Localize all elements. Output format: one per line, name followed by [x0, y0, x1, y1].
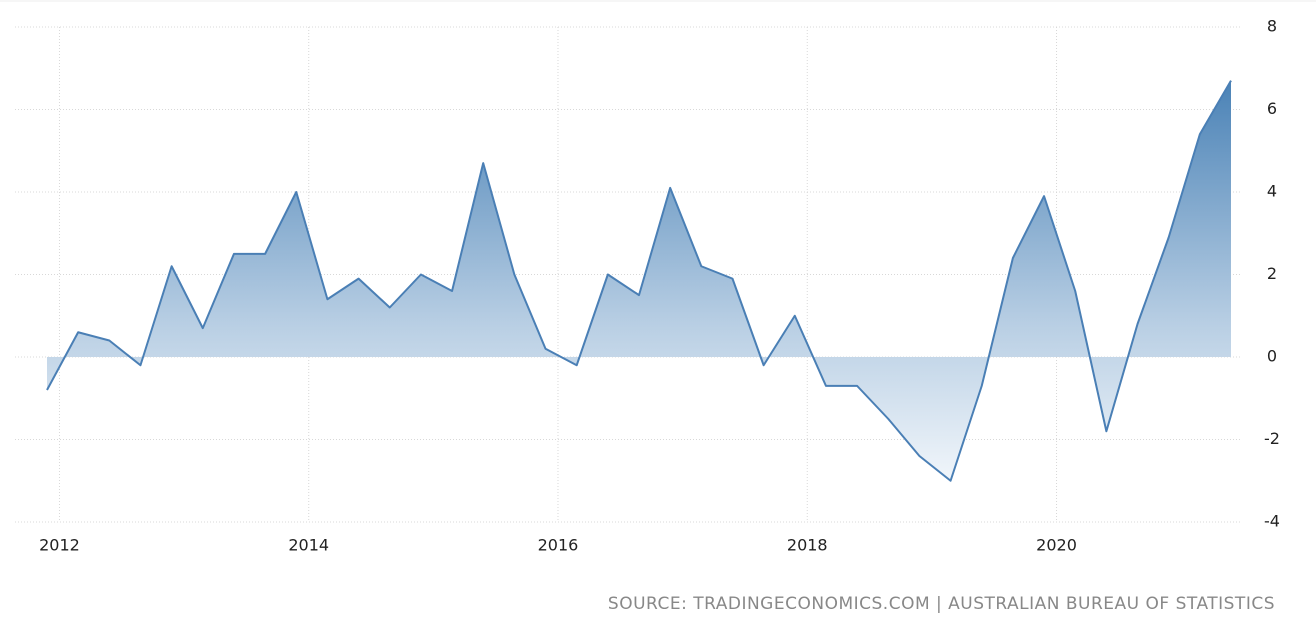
source-note: SOURCE: TRADINGECONOMICS.COM | AUSTRALIA…: [608, 594, 1275, 614]
x-tick-label: 2018: [787, 536, 828, 555]
y-tick-label: 4: [1267, 182, 1277, 201]
y-tick-label: -2: [1264, 429, 1280, 448]
y-tick-label: 8: [1267, 17, 1277, 36]
x-tick-label: 2012: [39, 536, 80, 555]
y-tick-label: 6: [1267, 99, 1277, 118]
x-tick-label: 2020: [1036, 536, 1077, 555]
line: [46, 80, 1232, 482]
y-tick-label: 2: [1267, 264, 1277, 283]
y-tick-label: -4: [1264, 512, 1280, 531]
x-tick-label: 2014: [288, 536, 329, 555]
area-fill: [47, 80, 1231, 481]
y-tick-label: 0: [1267, 347, 1277, 366]
x-tick-label: 2016: [538, 536, 579, 555]
